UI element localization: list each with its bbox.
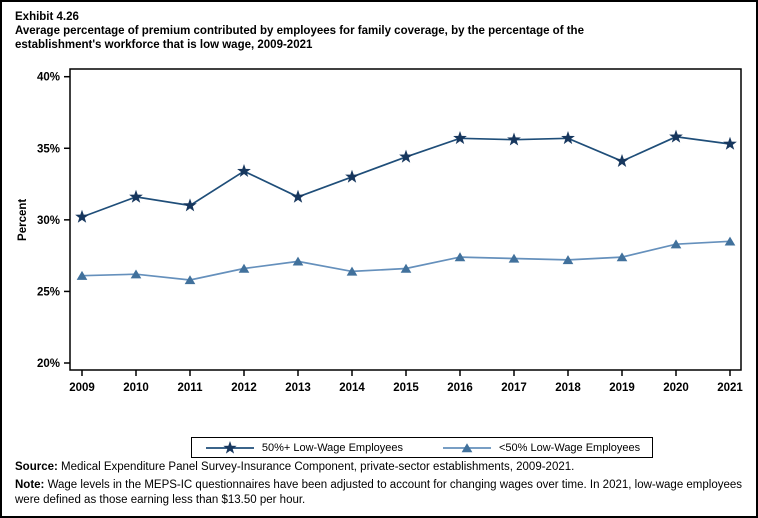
x-axis-year-label: 2011 xyxy=(178,382,204,394)
star-series-swatch-icon xyxy=(205,440,254,454)
x-axis-year-label: 2015 xyxy=(393,382,419,394)
chart-legend: 50%+ Low-Wage Employees <50% Low-Wage Em… xyxy=(191,437,653,458)
star-data-point-marker xyxy=(129,189,143,203)
x-axis-year-label: 2019 xyxy=(609,382,635,394)
x-axis-year-label: 2018 xyxy=(555,382,581,394)
legend-label-50plus: 50%+ Low-Wage Employees xyxy=(261,441,403,454)
triangle-data-point-marker xyxy=(346,266,358,276)
exhibit-label: Exhibit 4.26 xyxy=(15,11,79,23)
y-axis-title: Percent xyxy=(17,199,29,241)
triangle-series-swatch-icon xyxy=(443,442,491,452)
legend-entry-less50: <50% Low-Wage Employees xyxy=(441,440,640,456)
triangle-data-point-marker xyxy=(670,239,682,249)
x-axis-year-label: 2010 xyxy=(123,382,149,394)
x-axis-year-label: 2016 xyxy=(447,382,473,394)
x-axis-year-label: 2020 xyxy=(663,382,689,394)
star-data-point-marker xyxy=(561,131,575,145)
method-note: Note: Wage levels in the MEPS-IC questio… xyxy=(15,478,755,508)
y-axis-tick-label: 40% xyxy=(37,72,60,84)
star-data-point-marker xyxy=(669,129,683,143)
star-data-point-marker xyxy=(345,169,359,183)
note-text: Wage levels in the MEPS-IC questionnaire… xyxy=(15,479,743,506)
chart-header: Exhibit 4.26 Average percentage of premi… xyxy=(15,10,727,52)
triangle-data-point-marker xyxy=(616,252,628,262)
star-data-point-marker xyxy=(75,209,89,223)
series-line-1 xyxy=(81,240,731,281)
star-data-point-marker xyxy=(453,131,467,145)
x-axis-year-label: 2009 xyxy=(69,382,95,394)
triangle-data-point-marker xyxy=(184,275,196,285)
star-data-point-marker xyxy=(291,189,305,203)
star-data-point-marker xyxy=(399,149,413,163)
line-chart: 20% 25% 30% 35% 40% 2009 2010 2011 2012 2013 2014 2… xyxy=(17,68,743,394)
x-axis-year-label: 2014 xyxy=(339,382,365,394)
triangle-icon xyxy=(461,442,473,452)
chart-footnotes: Source: Medical Expenditure Panel Survey… xyxy=(15,460,755,508)
triangle-data-point-marker xyxy=(292,256,304,266)
plot-frame xyxy=(69,68,742,371)
triangle-data-point-marker xyxy=(238,263,250,273)
source-label: Source: xyxy=(15,461,58,473)
x-axis-year-label: 2013 xyxy=(285,382,311,394)
star-data-point-marker xyxy=(723,136,737,150)
x-axis-year-label: 2021 xyxy=(717,382,743,394)
star-data-point-marker xyxy=(183,198,197,212)
y-axis-tick-label: 20% xyxy=(37,358,60,370)
x-axis-year-label: 2012 xyxy=(231,382,257,394)
y-axis-tick-label: 25% xyxy=(37,286,60,298)
star-data-point-marker xyxy=(507,132,521,146)
x-axis-year-label: 2017 xyxy=(501,382,527,394)
legend-entry-50plus: 50%+ Low-Wage Employees xyxy=(204,440,403,456)
triangle-data-point-marker xyxy=(562,255,574,265)
triangle-data-point-marker xyxy=(130,269,142,279)
star-icon xyxy=(223,440,237,454)
series-line-0 xyxy=(81,135,731,218)
star-data-point-marker xyxy=(237,163,251,177)
triangle-data-point-marker xyxy=(400,263,412,273)
note-label: Note: xyxy=(15,479,45,491)
triangle-data-point-marker xyxy=(76,270,88,280)
source-text: Medical Expenditure Panel Survey-Insuran… xyxy=(57,461,575,473)
triangle-data-point-marker xyxy=(454,252,466,262)
star-data-point-marker xyxy=(615,153,629,167)
chart-title-line-1: Average percentage of premium contribute… xyxy=(15,25,584,37)
triangle-data-point-marker xyxy=(724,236,736,246)
y-axis-tick-label: 30% xyxy=(37,215,60,227)
chart-title-line-2: establishment's workforce that is low wa… xyxy=(15,39,313,51)
y-axis-tick-label: 35% xyxy=(37,143,60,155)
source-note: Source: Medical Expenditure Panel Survey… xyxy=(15,460,755,475)
legend-label-less50: <50% Low-Wage Employees xyxy=(499,441,641,454)
triangle-data-point-marker xyxy=(508,253,520,263)
